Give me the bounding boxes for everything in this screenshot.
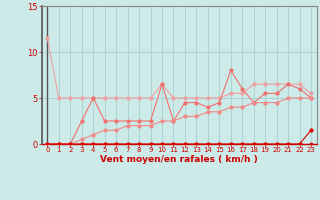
X-axis label: Vent moyen/en rafales ( km/h ): Vent moyen/en rafales ( km/h ) [100, 155, 258, 164]
